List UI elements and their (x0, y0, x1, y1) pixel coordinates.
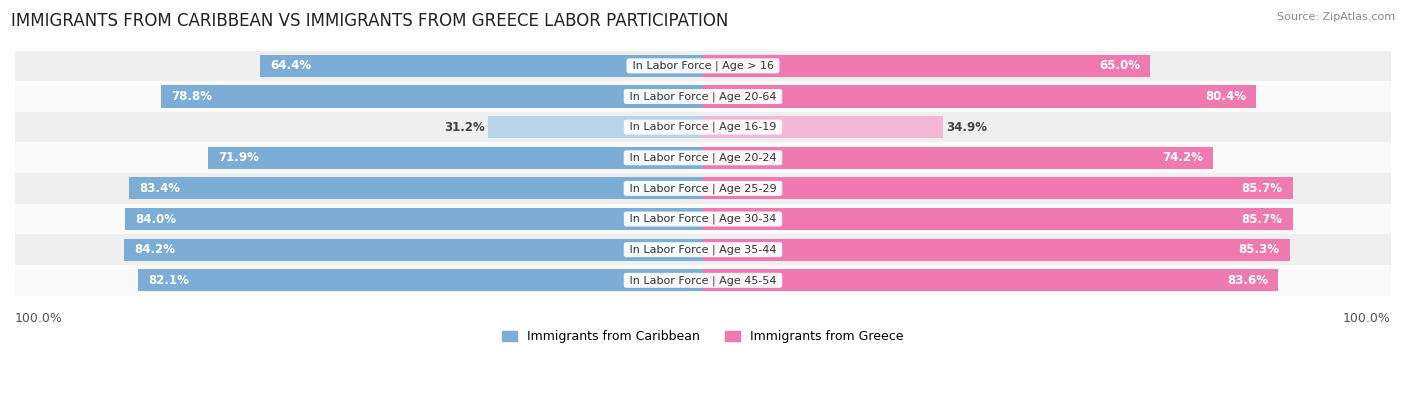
Text: 82.1%: 82.1% (149, 274, 190, 287)
Text: 80.4%: 80.4% (1205, 90, 1246, 103)
Bar (703, 147, 1213, 169)
Bar (15, 265, 1391, 295)
Text: 64.4%: 64.4% (270, 59, 311, 72)
Bar (129, 177, 703, 199)
Text: 83.6%: 83.6% (1227, 274, 1268, 287)
Bar (703, 85, 1256, 107)
Bar (703, 116, 943, 138)
Text: In Labor Force | Age 35-44: In Labor Force | Age 35-44 (626, 245, 780, 255)
Text: 100.0%: 100.0% (15, 312, 63, 325)
Text: In Labor Force | Age > 16: In Labor Force | Age > 16 (628, 60, 778, 71)
Text: In Labor Force | Age 45-54: In Labor Force | Age 45-54 (626, 275, 780, 286)
Text: 31.2%: 31.2% (444, 120, 485, 134)
Text: Source: ZipAtlas.com: Source: ZipAtlas.com (1277, 12, 1395, 22)
Text: 100.0%: 100.0% (1343, 312, 1391, 325)
Bar (703, 55, 1150, 77)
Bar (125, 208, 703, 230)
Bar (15, 173, 1391, 204)
Bar (15, 51, 1391, 81)
Text: In Labor Force | Age 20-24: In Labor Force | Age 20-24 (626, 152, 780, 163)
Bar (15, 112, 1391, 143)
Text: In Labor Force | Age 16-19: In Labor Force | Age 16-19 (626, 122, 780, 132)
Bar (260, 55, 703, 77)
Legend: Immigrants from Caribbean, Immigrants from Greece: Immigrants from Caribbean, Immigrants fr… (502, 330, 904, 343)
Bar (208, 147, 703, 169)
Bar (124, 239, 703, 261)
Text: 85.7%: 85.7% (1241, 182, 1282, 195)
Bar (15, 234, 1391, 265)
Bar (15, 143, 1391, 173)
Text: In Labor Force | Age 20-64: In Labor Force | Age 20-64 (626, 91, 780, 102)
Text: 78.8%: 78.8% (172, 90, 212, 103)
Bar (703, 208, 1292, 230)
Text: In Labor Force | Age 25-29: In Labor Force | Age 25-29 (626, 183, 780, 194)
Bar (488, 116, 703, 138)
Bar (703, 269, 1278, 292)
Text: 84.0%: 84.0% (135, 213, 176, 226)
Bar (703, 177, 1292, 199)
Bar (703, 239, 1289, 261)
Text: 85.7%: 85.7% (1241, 213, 1282, 226)
Bar (15, 81, 1391, 112)
Text: 84.2%: 84.2% (134, 243, 174, 256)
Text: 85.3%: 85.3% (1239, 243, 1279, 256)
Text: 71.9%: 71.9% (219, 151, 260, 164)
Bar (15, 204, 1391, 234)
Bar (138, 269, 703, 292)
Text: 34.9%: 34.9% (946, 120, 987, 134)
Text: 65.0%: 65.0% (1099, 59, 1140, 72)
Text: IMMIGRANTS FROM CARIBBEAN VS IMMIGRANTS FROM GREECE LABOR PARTICIPATION: IMMIGRANTS FROM CARIBBEAN VS IMMIGRANTS … (11, 12, 728, 30)
Bar (160, 85, 703, 107)
Text: In Labor Force | Age 30-34: In Labor Force | Age 30-34 (626, 214, 780, 224)
Text: 83.4%: 83.4% (139, 182, 180, 195)
Text: 74.2%: 74.2% (1163, 151, 1204, 164)
